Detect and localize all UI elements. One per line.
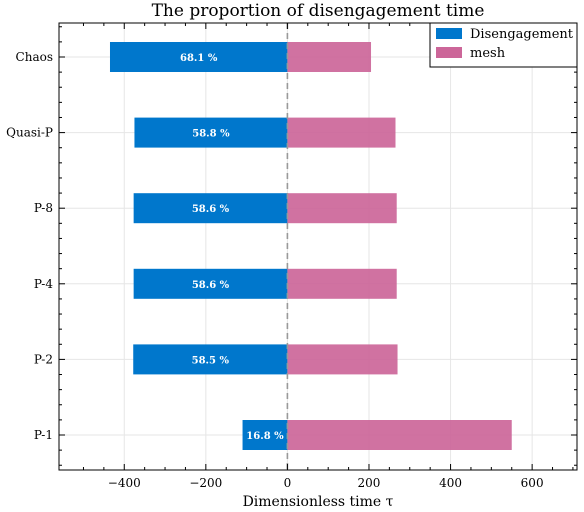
bar-disengagement-p-2 <box>133 344 288 375</box>
bar-disengagement-quasi-p <box>134 117 288 148</box>
bar-data-label: 58.6 % <box>192 280 230 291</box>
x-tick-label: −400 <box>108 476 141 490</box>
x-tick-label: 200 <box>358 476 381 490</box>
y-tick-label: Chaos <box>16 50 53 64</box>
ticks: −400 −200 0 200 400 600 P-1 P-2 P-4 P-8 Quasi-P Cha… <box>6 23 577 490</box>
y-tick-label: P-1 <box>34 428 53 442</box>
x-tick-label: −200 <box>189 476 222 490</box>
x-tick-label: 0 <box>284 476 292 490</box>
bar-data-label: 16.8 % <box>246 431 284 442</box>
bar-disengagement-p-4 <box>133 268 288 299</box>
bar-disengagement-p-8 <box>133 193 288 224</box>
bar-mesh-p-1 <box>287 420 512 450</box>
y-tick-label: Quasi-P <box>6 126 53 140</box>
y-tick-label: P-8 <box>34 201 53 215</box>
legend: Disengagement mesh <box>429 22 578 68</box>
legend-label-disengagement: Disengagement <box>470 27 574 42</box>
bar-mesh-p-8 <box>287 193 397 224</box>
bar-mesh-chaos <box>287 42 372 72</box>
grid <box>59 23 577 470</box>
plot-frame <box>58 22 578 471</box>
bar-data-label: 58.5 % <box>192 355 230 366</box>
legend-swatch-disengagement <box>436 28 462 39</box>
y-tick-label: P-4 <box>34 277 53 291</box>
bars: 16.8 % 58.5 % 58.6 % 58.6 % 58.8 % 68.1 % <box>109 42 512 450</box>
x-axis-label: Dimensionless time τ <box>243 494 394 510</box>
bar-data-label: 68.1 % <box>180 53 218 64</box>
x-tick-label: 600 <box>521 476 544 490</box>
bar-disengagement-p-1 <box>242 420 288 450</box>
x-tick-label: 400 <box>439 476 462 490</box>
bar-data-label: 58.8 % <box>192 129 230 140</box>
legend-swatch-mesh <box>436 47 462 58</box>
bar-mesh-quasi-p <box>287 117 396 148</box>
bar-mesh-p-2 <box>287 344 398 375</box>
chart-title: The proportion of disengagement time <box>152 1 485 21</box>
bar-data-label: 58.6 % <box>192 204 230 215</box>
bar-disengagement-chaos <box>109 42 288 72</box>
y-tick-label: P-2 <box>34 352 53 366</box>
legend-label-mesh: mesh <box>470 46 506 61</box>
bar-mesh-p-4 <box>287 268 397 299</box>
